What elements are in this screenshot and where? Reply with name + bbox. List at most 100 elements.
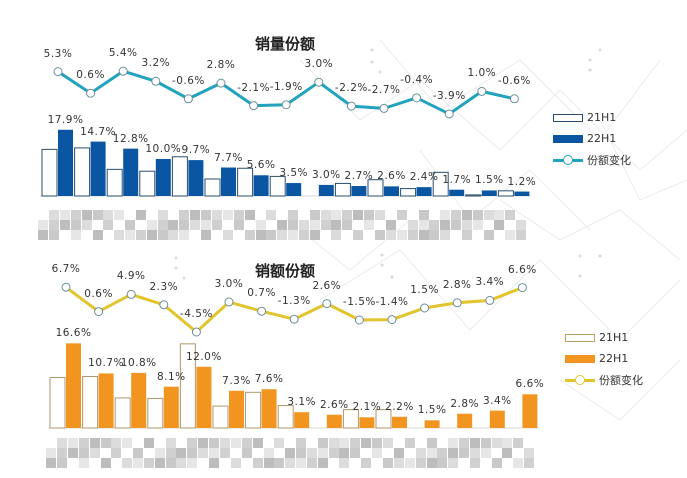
legend-line-marker-icon [565, 374, 595, 386]
share-change-point [159, 300, 169, 310]
share-change-point [53, 67, 63, 77]
bar-value-label: 2.2% [385, 400, 414, 413]
bar-21h1 [179, 343, 196, 429]
bar-value-label: 7.3% [222, 374, 251, 387]
share-change-point [322, 299, 332, 309]
share-change-label: 5.4% [108, 47, 138, 60]
bar-22h1 [457, 413, 473, 428]
share-change-label: 6.6% [508, 263, 537, 276]
share-change-point [420, 303, 430, 313]
bar-21h1 [114, 397, 131, 429]
bar-22h1 [449, 189, 465, 196]
share-change-label: -2.7% [367, 84, 401, 97]
bar-value-label: 2.1% [352, 401, 382, 414]
bar-value-label: 14.7% [80, 125, 117, 138]
share-change-label: -1.9% [269, 80, 303, 93]
share-change-point [477, 86, 487, 96]
bar-value-label: 1.5% [417, 404, 447, 417]
legend-label-21h1: 21H1 [587, 111, 617, 124]
bar-21h1 [375, 409, 392, 429]
legend-label-share-change: 份额变化 [587, 153, 631, 167]
bar-value-label: 17.9% [47, 113, 84, 126]
legend-item-22h1: 22H1 [553, 128, 631, 149]
legend-swatch-22h1 [565, 354, 595, 363]
share-change-label: -2.1% [237, 81, 271, 94]
bar-22h1 [58, 129, 73, 196]
share-change-label: 2.8% [442, 278, 472, 291]
bar-value-label: 16.6% [55, 327, 92, 340]
bar-21h1 [269, 175, 286, 197]
bar-22h1 [253, 175, 269, 196]
share-change-label: 6.7% [51, 263, 81, 276]
share-change-label: 3.0% [304, 58, 334, 71]
bar-21h1 [245, 391, 262, 429]
bar-22h1 [416, 187, 432, 196]
bar-21h1 [237, 167, 254, 197]
share-change-point [126, 289, 136, 299]
share-change-point [517, 283, 527, 293]
bar-value-label: 7.7% [214, 151, 243, 164]
legend-swatch-21h1 [565, 333, 595, 342]
share-change-point [94, 307, 104, 317]
bar-22h1 [221, 167, 236, 196]
bar-22h1 [66, 343, 81, 428]
share-change-point [224, 297, 234, 307]
share-change-point [257, 306, 267, 316]
bar-22h1 [424, 420, 440, 428]
chart-title-sales-value-share: 销额份额 [255, 262, 316, 280]
share-change-label: -3.9% [432, 89, 466, 102]
bar-21h1 [139, 170, 156, 197]
bar-value-label: 12.0% [185, 350, 222, 363]
bar-value-label: 6.6% [515, 378, 545, 391]
legend-item-share-change: 份额变化 [565, 369, 643, 390]
bar-21h1 [106, 168, 123, 197]
share-change-label: -0.6% [497, 74, 531, 87]
bar-value-label: 3.1% [287, 396, 317, 409]
bar-22h1 [261, 389, 277, 428]
bar-22h1 [131, 372, 147, 428]
bar-22h1 [229, 390, 244, 428]
share-change-label: 0.7% [247, 287, 276, 300]
share-change-label: 5.3% [43, 47, 73, 60]
share-change-point [86, 88, 96, 98]
share-change-point [485, 295, 495, 305]
share-change-label: -1.4% [375, 295, 409, 308]
bar-value-label: 3.0% [311, 168, 341, 181]
share-change-label: 4.9% [116, 270, 146, 283]
bar-value-label: 12.8% [112, 132, 149, 145]
chart-title-sales-volume-share: 销量份额 [255, 35, 316, 53]
legend-swatch-22h1 [553, 134, 583, 143]
legend-line-marker-icon [553, 154, 583, 166]
bar-21h1 [171, 156, 188, 197]
bar-value-label: 1.5% [474, 174, 504, 187]
bar-22h1 [196, 366, 212, 428]
bar-22h1 [188, 160, 204, 196]
bar-22h1 [522, 394, 538, 428]
bar-21h1 [49, 377, 66, 429]
share-change-point [452, 298, 462, 308]
legend-item-share-change: 份额变化 [553, 149, 631, 170]
share-change-label: 2.3% [149, 280, 179, 293]
bar-value-label: 3.4% [482, 394, 512, 407]
bar-21h1 [277, 405, 294, 429]
share-change-point [61, 282, 71, 292]
bar-value-label: 2.4% [409, 171, 439, 184]
bar-21h1 [497, 190, 514, 197]
share-change-point [281, 100, 291, 110]
bar-value-label: 2.6% [319, 398, 349, 411]
share-change-label: 0.6% [84, 287, 113, 300]
share-change-point [289, 314, 299, 324]
bar-value-label: 2.6% [377, 170, 406, 183]
share-change-point [216, 78, 226, 88]
share-change-label: -0.6% [171, 74, 205, 87]
share-change-label: 1.5% [410, 284, 439, 296]
legend-label-share-change: 份额变化 [599, 373, 643, 387]
share-change-label: -1.3% [277, 295, 311, 308]
share-change-point [183, 94, 193, 104]
share-change-label: 3.4% [475, 276, 505, 289]
bar-value-label: 1.2% [507, 175, 537, 188]
share-change-label: 2.8% [206, 59, 236, 72]
bar-22h1 [514, 191, 530, 196]
bar-value-label: 1.7% [442, 173, 472, 186]
